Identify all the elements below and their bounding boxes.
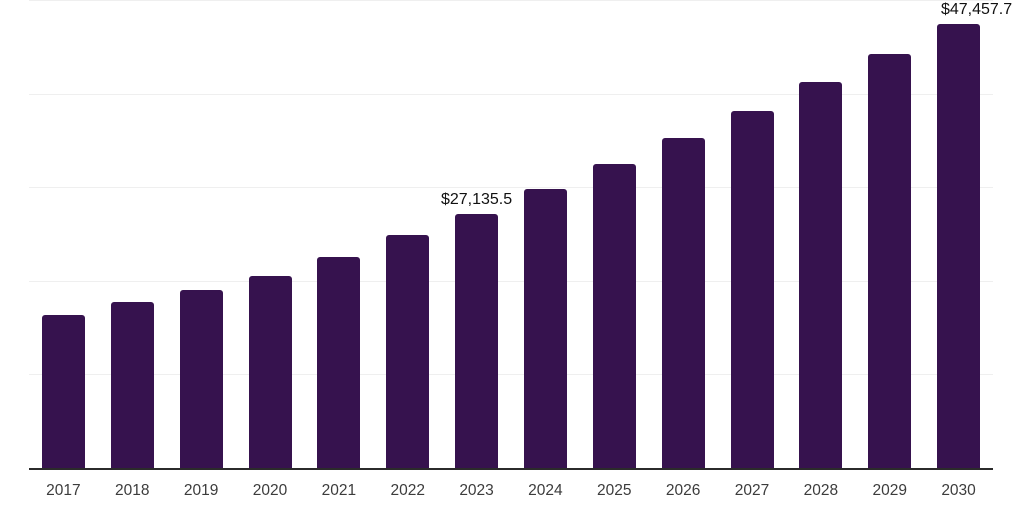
bar-2026[interactable] bbox=[661, 137, 705, 468]
x-tick-label-2026: 2026 bbox=[665, 482, 701, 499]
plot-area: $27,135.5 $47,457.7 bbox=[29, 0, 1012, 470]
x-tick-label-2023: 2023 bbox=[459, 482, 494, 499]
x-tick-label-2030: 2030 bbox=[941, 482, 976, 499]
gridline-20000 bbox=[29, 280, 993, 282]
x-axis-labels: 2017 2018 2019 2020 2021 2022 2023 2024 2025 2026… bbox=[29, 481, 993, 505]
x-tick-label-2024: 2024 bbox=[528, 482, 563, 499]
gridline-10000 bbox=[29, 374, 993, 376]
bar-2029[interactable] bbox=[868, 54, 912, 468]
x-tick-label-2028: 2028 bbox=[803, 482, 839, 499]
gridline-30000 bbox=[29, 187, 993, 189]
data-label-2023: $27,135.5 bbox=[440, 191, 513, 209]
bar-2023[interactable] bbox=[455, 214, 499, 468]
bar-2022[interactable] bbox=[386, 234, 430, 468]
bar-2028[interactable] bbox=[799, 82, 843, 468]
bar-2024[interactable] bbox=[523, 189, 567, 468]
bar-2021[interactable] bbox=[317, 257, 361, 468]
x-tick-label-2027: 2027 bbox=[734, 482, 770, 499]
bar-2018[interactable] bbox=[110, 302, 154, 468]
gridline-40000 bbox=[29, 93, 993, 95]
data-label-2030: $47,457.7 bbox=[940, 1, 1013, 19]
x-tick-label-2017: 2017 bbox=[46, 482, 81, 499]
x-tick-label-2022: 2022 bbox=[390, 482, 425, 499]
bar-2027[interactable] bbox=[730, 111, 774, 468]
bar-2030[interactable] bbox=[937, 24, 981, 468]
x-tick-label-2018: 2018 bbox=[115, 482, 150, 499]
bar-2017[interactable] bbox=[41, 314, 85, 468]
gridline-50000 bbox=[29, 0, 993, 2]
x-tick-label-2019: 2019 bbox=[183, 482, 219, 499]
x-tick-label-2021: 2021 bbox=[321, 482, 357, 499]
x-tick-label-2029: 2029 bbox=[872, 482, 907, 499]
x-axis-line bbox=[29, 468, 993, 470]
x-tick-label-2025: 2025 bbox=[597, 482, 632, 499]
bar-2025[interactable] bbox=[592, 164, 636, 468]
x-tick-label-2020: 2020 bbox=[252, 482, 288, 499]
bar-2020[interactable] bbox=[248, 275, 292, 468]
bar-2019[interactable] bbox=[179, 290, 223, 468]
